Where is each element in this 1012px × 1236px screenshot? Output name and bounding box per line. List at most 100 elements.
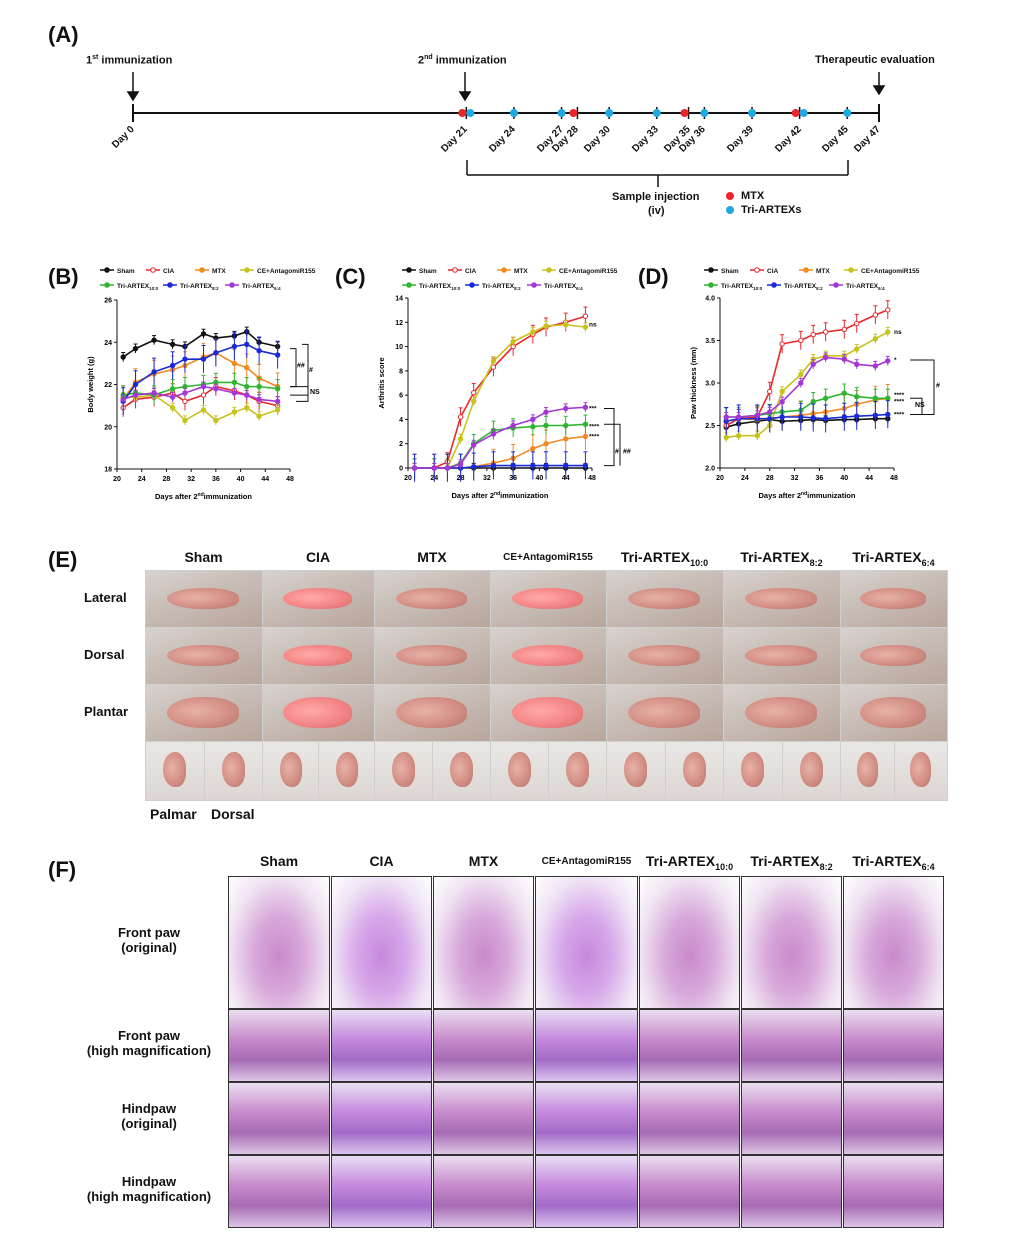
y-tick-label: 2 <box>399 441 403 448</box>
series-line <box>725 309 889 427</box>
panel-f-column-header: Tri-ARTEX8:2 <box>741 853 842 872</box>
row-label-line2: (high magnification) <box>86 1043 212 1058</box>
panel-f-column-header: Tri-ARTEX10:0 <box>639 853 740 872</box>
tri-artex-dose-marker <box>605 109 614 117</box>
legend-item: CIA <box>146 267 175 275</box>
paw-shape <box>511 587 583 610</box>
paw-shape <box>744 587 817 610</box>
data-point <box>274 386 281 392</box>
data-point <box>471 442 477 448</box>
paw-photo <box>145 627 263 685</box>
legend-item: Tri-ARTEX10:0 <box>704 282 763 291</box>
annotation: NS <box>915 402 925 409</box>
data-point <box>530 329 536 335</box>
data-point <box>431 465 437 471</box>
data-point <box>169 341 176 348</box>
paw-shape <box>682 752 706 788</box>
second-imm-num: 2 <box>418 54 425 67</box>
histology-image <box>228 1155 330 1228</box>
data-point <box>510 422 516 429</box>
chart-legend: Sham CIA MTX CE+AntagomiR155 Tri-ARTEX10:0 Tr… <box>100 267 316 291</box>
svg-text:MTX: MTX <box>514 268 528 275</box>
data-point <box>169 386 176 392</box>
legend-item: MTX <box>195 267 226 275</box>
x-axis-label: Days after 2ndimmunization <box>452 491 549 500</box>
histology-image <box>433 1155 534 1228</box>
x-tick-label: 24 <box>741 475 749 482</box>
palmar-photo <box>723 741 783 801</box>
first-immunization-label: 1st immunization <box>86 54 172 67</box>
data-point <box>854 413 860 419</box>
annotation: * <box>894 357 897 364</box>
paw-shape <box>395 697 467 729</box>
data-point <box>810 399 816 405</box>
legend-item: Tri-ARTEX6:4 <box>829 282 885 291</box>
chart-axes: 20 24 28 32 36 40 44 48 2.0 2.5 3.0 3.5 4.0 <box>705 296 898 483</box>
palmar-photo <box>490 741 549 801</box>
svg-text:Tri-ARTEX6:4: Tri-ARTEX6:4 <box>544 283 583 291</box>
panel-label-e: (E) <box>48 547 78 572</box>
x-tick-label: 48 <box>890 475 898 482</box>
data-point <box>132 381 139 388</box>
panel-e-row-label: Lateral <box>84 590 127 605</box>
histology-image <box>433 1082 534 1155</box>
palmar-photo <box>262 741 319 801</box>
svg-text:CIA: CIA <box>767 268 779 275</box>
y-tick-label: 12 <box>395 320 403 327</box>
data-point <box>256 383 262 390</box>
paw-shape <box>627 697 700 729</box>
histology-image <box>639 1009 740 1082</box>
data-point <box>274 407 281 413</box>
data-point <box>274 398 281 405</box>
paw-shape <box>166 697 239 729</box>
iv-label: (iv) <box>648 205 665 217</box>
chart-body-weight: Sham CIA MTX CE+AntagomiR155 Tri-ARTEX10:0 Tr… <box>86 267 320 501</box>
data-point <box>182 356 188 362</box>
panel-e-column-header: Sham <box>145 549 262 565</box>
svg-text:Tri-ARTEX6:4: Tri-ARTEX6:4 <box>242 283 281 291</box>
legend-item: Tri-ARTEX6:4 <box>225 282 281 291</box>
x-tick-label: 28 <box>766 475 774 482</box>
histology-image <box>331 1009 432 1082</box>
paw-photo <box>606 684 724 742</box>
x-tick-label: 20 <box>404 475 412 482</box>
histology-image <box>433 876 534 1009</box>
data-point <box>151 337 157 343</box>
data-point <box>182 417 188 424</box>
tri-legend-label: Tri-ARTEXs <box>741 204 802 216</box>
y-axis-label: Paw thickness (mm) <box>689 346 698 419</box>
data-point <box>471 464 477 470</box>
paw-shape <box>744 644 817 667</box>
paw-shape <box>627 644 700 667</box>
legend-item: Tri-ARTEX8:2 <box>767 282 823 291</box>
series-line <box>414 406 586 469</box>
histology-image <box>843 1082 944 1155</box>
legend-item: Tri-ARTEX10:0 <box>100 282 159 291</box>
paw-shape <box>860 587 926 610</box>
svg-text:Tri-ARTEX10:0: Tri-ARTEX10:0 <box>419 283 461 291</box>
legend-item: CIA <box>448 267 477 275</box>
data-point <box>582 421 589 427</box>
data-point <box>444 465 451 471</box>
data-point <box>854 361 860 368</box>
paw-shape <box>741 752 765 788</box>
data-point <box>723 414 729 420</box>
svg-text:Tri-ARTEX8:2: Tri-ARTEX8:2 <box>180 283 219 291</box>
y-tick-label: 3.5 <box>705 338 715 345</box>
paw-shape <box>624 752 648 788</box>
legend-item: MTX <box>497 267 528 275</box>
y-tick-label: 2.0 <box>705 466 715 473</box>
annotation: **** <box>894 411 905 418</box>
series-6 <box>120 381 281 406</box>
data-point <box>854 320 860 327</box>
data-point <box>767 388 773 395</box>
dorsal-photo <box>893 741 948 801</box>
column-subscript: 8:2 <box>819 861 833 872</box>
paw-photo <box>606 570 724 628</box>
column-name: Sham <box>259 853 299 869</box>
data-point <box>810 415 816 421</box>
dorsal-photo <box>664 741 724 801</box>
series-line <box>726 413 888 423</box>
series-2 <box>120 338 281 413</box>
